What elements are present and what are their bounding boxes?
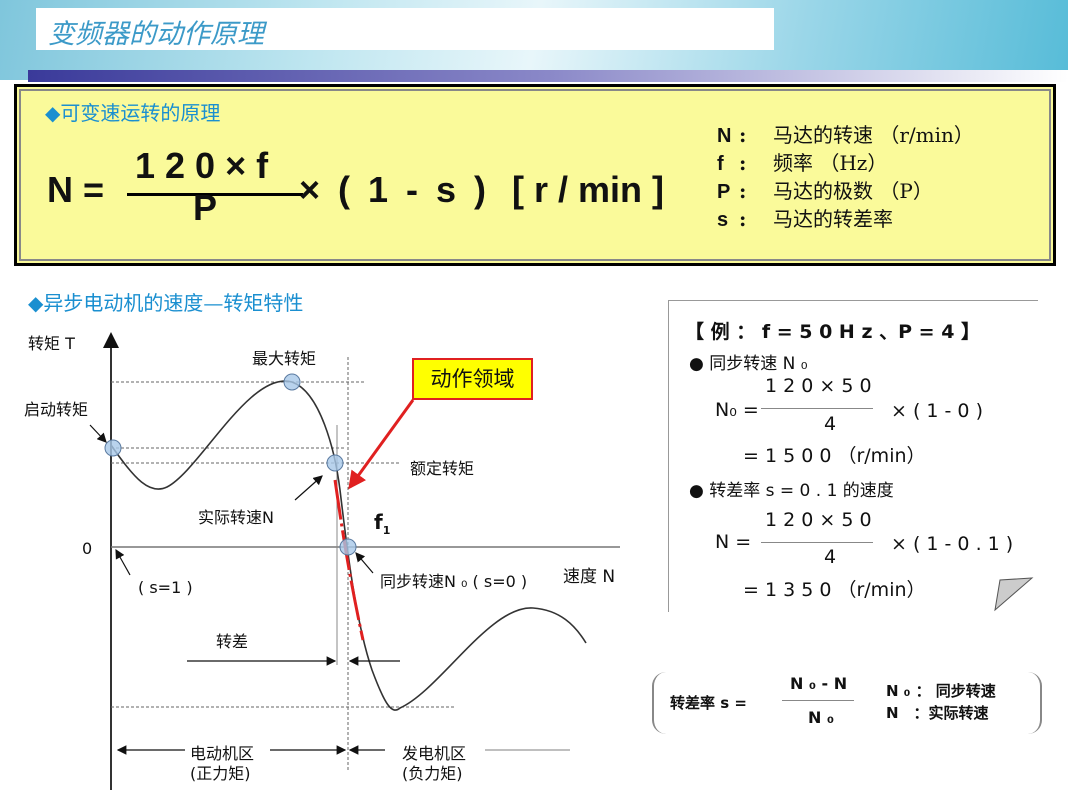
fraction-line (127, 193, 303, 196)
x-axis-label: 速度 N (563, 567, 616, 587)
slip-fraction-line (782, 700, 854, 701)
eq2-rest: × ( 1 - 0 . 1 ) (891, 533, 1014, 555)
slip-def-n0: N ₀ ： 同步转速 (886, 682, 996, 700)
action-zone-arrow (348, 399, 415, 490)
page-curl-icon (994, 577, 1034, 612)
eq2-numerator: 1 2 0 × 5 0 (765, 509, 872, 531)
formula-heading: ◆可变速运转的原理 (45, 101, 221, 125)
slip-denominator: N ₀ (808, 708, 834, 727)
header-bar (28, 70, 1068, 82)
sync-speed-label: 同步转速N ₀ ( s=0 ) (380, 572, 528, 591)
action-zone-label: 动作领域 (412, 358, 533, 400)
definition-n: N: 马达的转速 （r/min） (717, 123, 974, 147)
y-axis-label: 转矩 T (28, 334, 75, 353)
definition-s: s: 马达的转差率 (717, 207, 893, 231)
formula-rest: × ( 1 - s ) (299, 169, 491, 210)
definition-p: P: 马达的极数 （P） (717, 179, 933, 203)
gen-zone-sub: (负力矩) (402, 764, 463, 783)
eq1-result: = 1 5 0 0 （r/min） (743, 445, 926, 467)
eq1-lhs: N₀ = (715, 399, 759, 421)
eq1-fraction-line (761, 408, 873, 409)
formula-denominator: P (193, 187, 218, 228)
definition-f: f: 频率 （Hz） (717, 151, 888, 175)
title-box: 变频器的动作原理 (36, 8, 774, 50)
example-bullet-1: ● 同步转速 N ₀ (689, 354, 808, 374)
slip-def-n: N ：实际转速 (886, 704, 989, 722)
s1-label: ( s=1 ) (138, 578, 193, 597)
eq2-denominator: 4 (824, 546, 837, 568)
motor-zone-sub: (正力矩) (190, 764, 251, 783)
eq1-rest: × ( 1 - 0 ) (891, 400, 983, 422)
slip-label: 转差 (216, 632, 249, 651)
actual-speed-label: 实际转速N (198, 508, 274, 527)
motor-zone-label: 电动机区 (190, 744, 255, 763)
formula-lhs: N = (47, 169, 105, 210)
pointer-arrows (89, 424, 570, 755)
action-zone-curve (333, 479, 365, 641)
formula-box: ◆可变速运转的原理 N = 1 2 0 × f P × ( 1 - s ) [ … (14, 84, 1056, 266)
example-title: 【 例 ： f = 5 0 H z 、P = 4 】 (685, 321, 981, 343)
example-bullet-2: ● 转差率 s = 0 . 1 的速度 (689, 481, 894, 501)
max-torque-label: 最大转矩 (252, 349, 317, 368)
eq2-lhs: N = (715, 531, 752, 553)
start-torque-label: 启动转矩 (24, 400, 89, 419)
eq2-fraction-line (761, 542, 873, 543)
formula-unit: [ r / min ] (512, 169, 664, 210)
formula-numerator: 1 2 0 × f (135, 145, 269, 186)
definitions: N: 马达的转速 （r/min） f: 频率 （Hz） P: 马达的极数 （P） s:… (717, 119, 974, 231)
slide-title: 变频器的动作原理 (48, 19, 264, 50)
f1-label: f1 (374, 510, 391, 537)
slip-lhs: 转差率 s = (670, 694, 747, 712)
markers (104, 373, 357, 556)
slip-formula-box: 转差率 s = N ₀ - N N ₀ N ₀ ： 同步转速 N ：实际转速 (652, 672, 1042, 734)
gen-zone-label: 发电机区 (402, 744, 467, 763)
guide-lines (111, 357, 455, 770)
chart-heading: ◆异步电动机的速度—转矩特性 (28, 291, 304, 315)
eq2-result: = 1 3 5 0 （r/min） (743, 579, 926, 601)
eq1-denominator: 4 (824, 413, 837, 435)
example-panel: 【 例 ： f = 5 0 H z 、P = 4 】 ● 同步转速 N ₀ N₀… (668, 300, 1038, 612)
eq1-numerator: 1 2 0 × 5 0 (765, 375, 872, 397)
rated-torque-label: 额定转矩 (410, 459, 475, 478)
zero-label: 0 (82, 539, 93, 558)
slip-numerator: N ₀ - N (790, 674, 848, 693)
